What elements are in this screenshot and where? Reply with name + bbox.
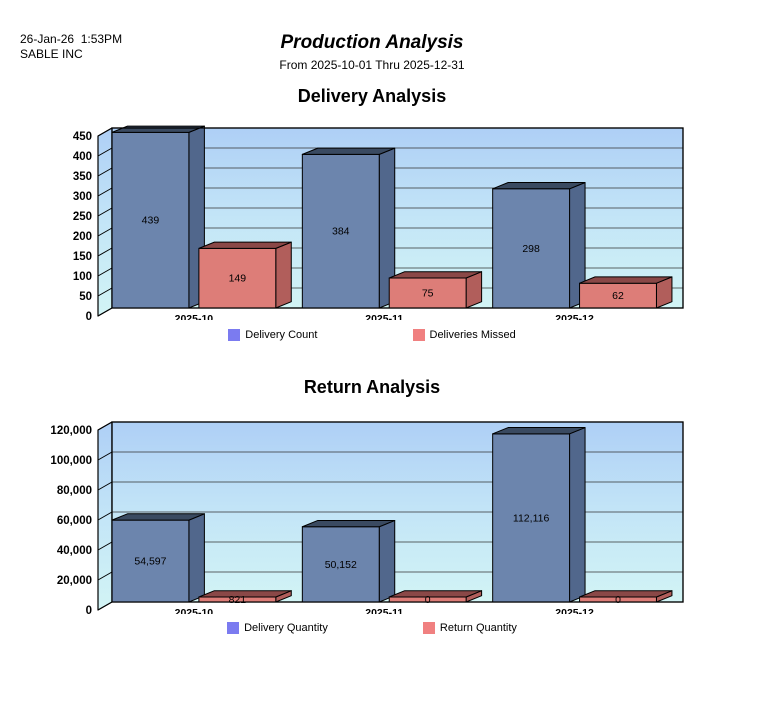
svg-text:50: 50 [79,291,92,303]
svg-text:2025-12: 2025-12 [555,313,594,320]
svg-text:112,116: 112,116 [513,512,550,524]
svg-text:54,597: 54,597 [134,556,166,568]
svg-text:450: 450 [73,131,92,143]
svg-text:384: 384 [332,226,350,238]
svg-text:400: 400 [73,151,92,163]
svg-text:100,000: 100,000 [50,455,92,467]
svg-text:439: 439 [142,215,160,227]
svg-text:100: 100 [73,271,92,283]
svg-text:62: 62 [612,290,624,302]
svg-text:40,000: 40,000 [57,545,92,557]
svg-text:350: 350 [73,171,92,183]
svg-text:150: 150 [73,251,92,263]
svg-text:821: 821 [229,594,247,606]
svg-text:298: 298 [522,243,540,255]
svg-text:60,000: 60,000 [57,515,92,527]
svg-text:300: 300 [73,191,92,203]
svg-text:2025-10: 2025-10 [175,313,214,320]
svg-text:80,000: 80,000 [57,485,92,497]
svg-text:20,000: 20,000 [57,575,92,587]
svg-text:120,000: 120,000 [50,425,92,437]
svg-text:0: 0 [86,605,92,614]
svg-text:2025-12: 2025-12 [555,607,594,614]
svg-text:0: 0 [425,594,431,606]
svg-text:2025-10: 2025-10 [175,607,214,614]
svg-text:149: 149 [229,273,247,285]
svg-text:75: 75 [422,288,434,300]
svg-text:200: 200 [73,231,92,243]
svg-text:2025-11: 2025-11 [365,313,403,320]
svg-text:2025-11: 2025-11 [365,607,403,614]
svg-text:0: 0 [615,594,621,606]
svg-text:0: 0 [86,311,92,320]
svg-text:250: 250 [73,211,92,223]
svg-text:50,152: 50,152 [325,559,357,571]
